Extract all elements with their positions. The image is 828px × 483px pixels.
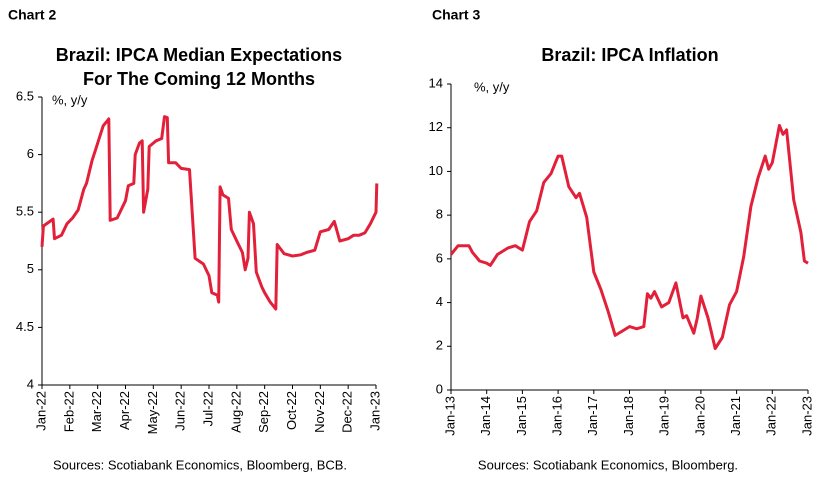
x-tick-label: Aug-22 <box>228 391 243 433</box>
x-tick-label: Jan-14 <box>478 396 493 436</box>
y-tick-label: 10 <box>429 163 443 178</box>
x-tick-label: Jan-22 <box>33 391 48 431</box>
chart-title: Brazil: IPCA Median Expectations <box>56 45 342 65</box>
x-tick-label: Jan-22 <box>764 396 779 436</box>
source: Sources: Scotiabank Economics, Bloomberg… <box>478 457 738 472</box>
x-tick-label: Apr-22 <box>117 391 132 430</box>
source: Sources: Scotiabank Economics, Bloomberg… <box>53 457 347 472</box>
series-line <box>40 115 379 311</box>
y-tick-label: 6 <box>436 250 443 265</box>
x-tick-label: Jan-13 <box>442 396 457 436</box>
x-tick-label: Feb-22 <box>61 391 76 432</box>
chart-title: Brazil: IPCA Inflation <box>541 45 718 65</box>
y-tick-label: 4 <box>436 294 443 309</box>
x-tick-label: Mar-22 <box>89 391 104 432</box>
x-tick-label: Jan-15 <box>514 396 529 436</box>
x-tick-label: Jul-22 <box>200 391 215 426</box>
x-tick-label: Jan-23 <box>367 391 382 431</box>
y-tick-label: 14 <box>429 75 443 90</box>
annotation: %, y/y <box>474 79 510 94</box>
y-tick-label: 2 <box>436 338 443 353</box>
x-tick-label: Jan-16 <box>550 396 565 436</box>
y-tick-label: 4 <box>27 376 34 391</box>
x-tick-label: Dec-22 <box>340 391 355 433</box>
x-tick-label: Nov-22 <box>312 391 327 433</box>
x-tick-label: Jun-22 <box>173 391 188 431</box>
chart-title: For The Coming 12 Months <box>83 69 315 89</box>
chart-label: Chart 2 <box>8 7 56 23</box>
annotation: %, y/y <box>52 92 88 107</box>
y-tick-label: 12 <box>429 119 443 134</box>
x-tick-label: Jan-21 <box>728 396 743 436</box>
y-tick-label: 8 <box>436 207 443 222</box>
x-tick-label: Jan-18 <box>621 396 636 436</box>
y-tick-label: 4.5 <box>16 319 34 334</box>
x-tick-label: Sep-22 <box>256 391 271 433</box>
y-tick-label: 6 <box>27 146 34 161</box>
x-tick-label: Jan-20 <box>692 396 707 436</box>
y-tick-label: 0 <box>436 381 443 396</box>
x-tick-label: Jan-19 <box>657 396 672 436</box>
chart-label: Chart 3 <box>432 7 480 23</box>
x-tick-label: May-22 <box>145 391 160 434</box>
x-tick-label: Oct-22 <box>284 391 299 430</box>
y-tick-label: 6.5 <box>16 88 34 103</box>
y-tick-label: 5 <box>27 261 34 276</box>
x-tick-label: Jan-23 <box>799 396 814 436</box>
y-tick-label: 5.5 <box>16 204 34 219</box>
x-tick-label: Jan-17 <box>585 396 600 436</box>
series-line <box>449 124 809 350</box>
